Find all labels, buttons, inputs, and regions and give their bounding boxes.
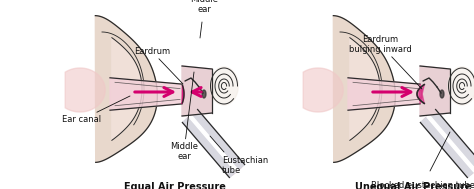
Polygon shape	[182, 109, 245, 177]
Polygon shape	[202, 90, 206, 98]
Text: Equal Air Pressure: Equal Air Pressure	[124, 182, 226, 189]
Polygon shape	[423, 112, 474, 175]
Polygon shape	[348, 78, 420, 110]
Text: Eardrum
bulging inward: Eardrum bulging inward	[348, 35, 422, 89]
Polygon shape	[182, 66, 212, 116]
Polygon shape	[417, 84, 424, 104]
Polygon shape	[427, 115, 474, 172]
Text: Eustachian
tube: Eustachian tube	[222, 156, 268, 175]
Polygon shape	[65, 68, 105, 112]
Polygon shape	[210, 67, 238, 105]
Polygon shape	[95, 16, 157, 162]
Text: Eardrum: Eardrum	[134, 47, 183, 84]
Polygon shape	[350, 38, 380, 140]
Text: Middle
ear: Middle ear	[190, 0, 218, 14]
Polygon shape	[448, 67, 474, 105]
Text: Middle
ear: Middle ear	[170, 72, 198, 161]
Polygon shape	[182, 85, 184, 104]
Text: Unequal Air Pressure: Unequal Air Pressure	[355, 182, 471, 189]
Polygon shape	[185, 112, 242, 175]
Polygon shape	[333, 16, 395, 162]
Polygon shape	[189, 115, 238, 172]
Polygon shape	[112, 38, 142, 140]
Polygon shape	[303, 68, 343, 112]
Polygon shape	[440, 90, 444, 98]
Polygon shape	[420, 109, 474, 177]
Text: Ear canal: Ear canal	[63, 96, 130, 124]
Text: Blocked eustachian tube: Blocked eustachian tube	[371, 181, 474, 189]
Polygon shape	[110, 78, 182, 110]
Polygon shape	[420, 66, 450, 116]
